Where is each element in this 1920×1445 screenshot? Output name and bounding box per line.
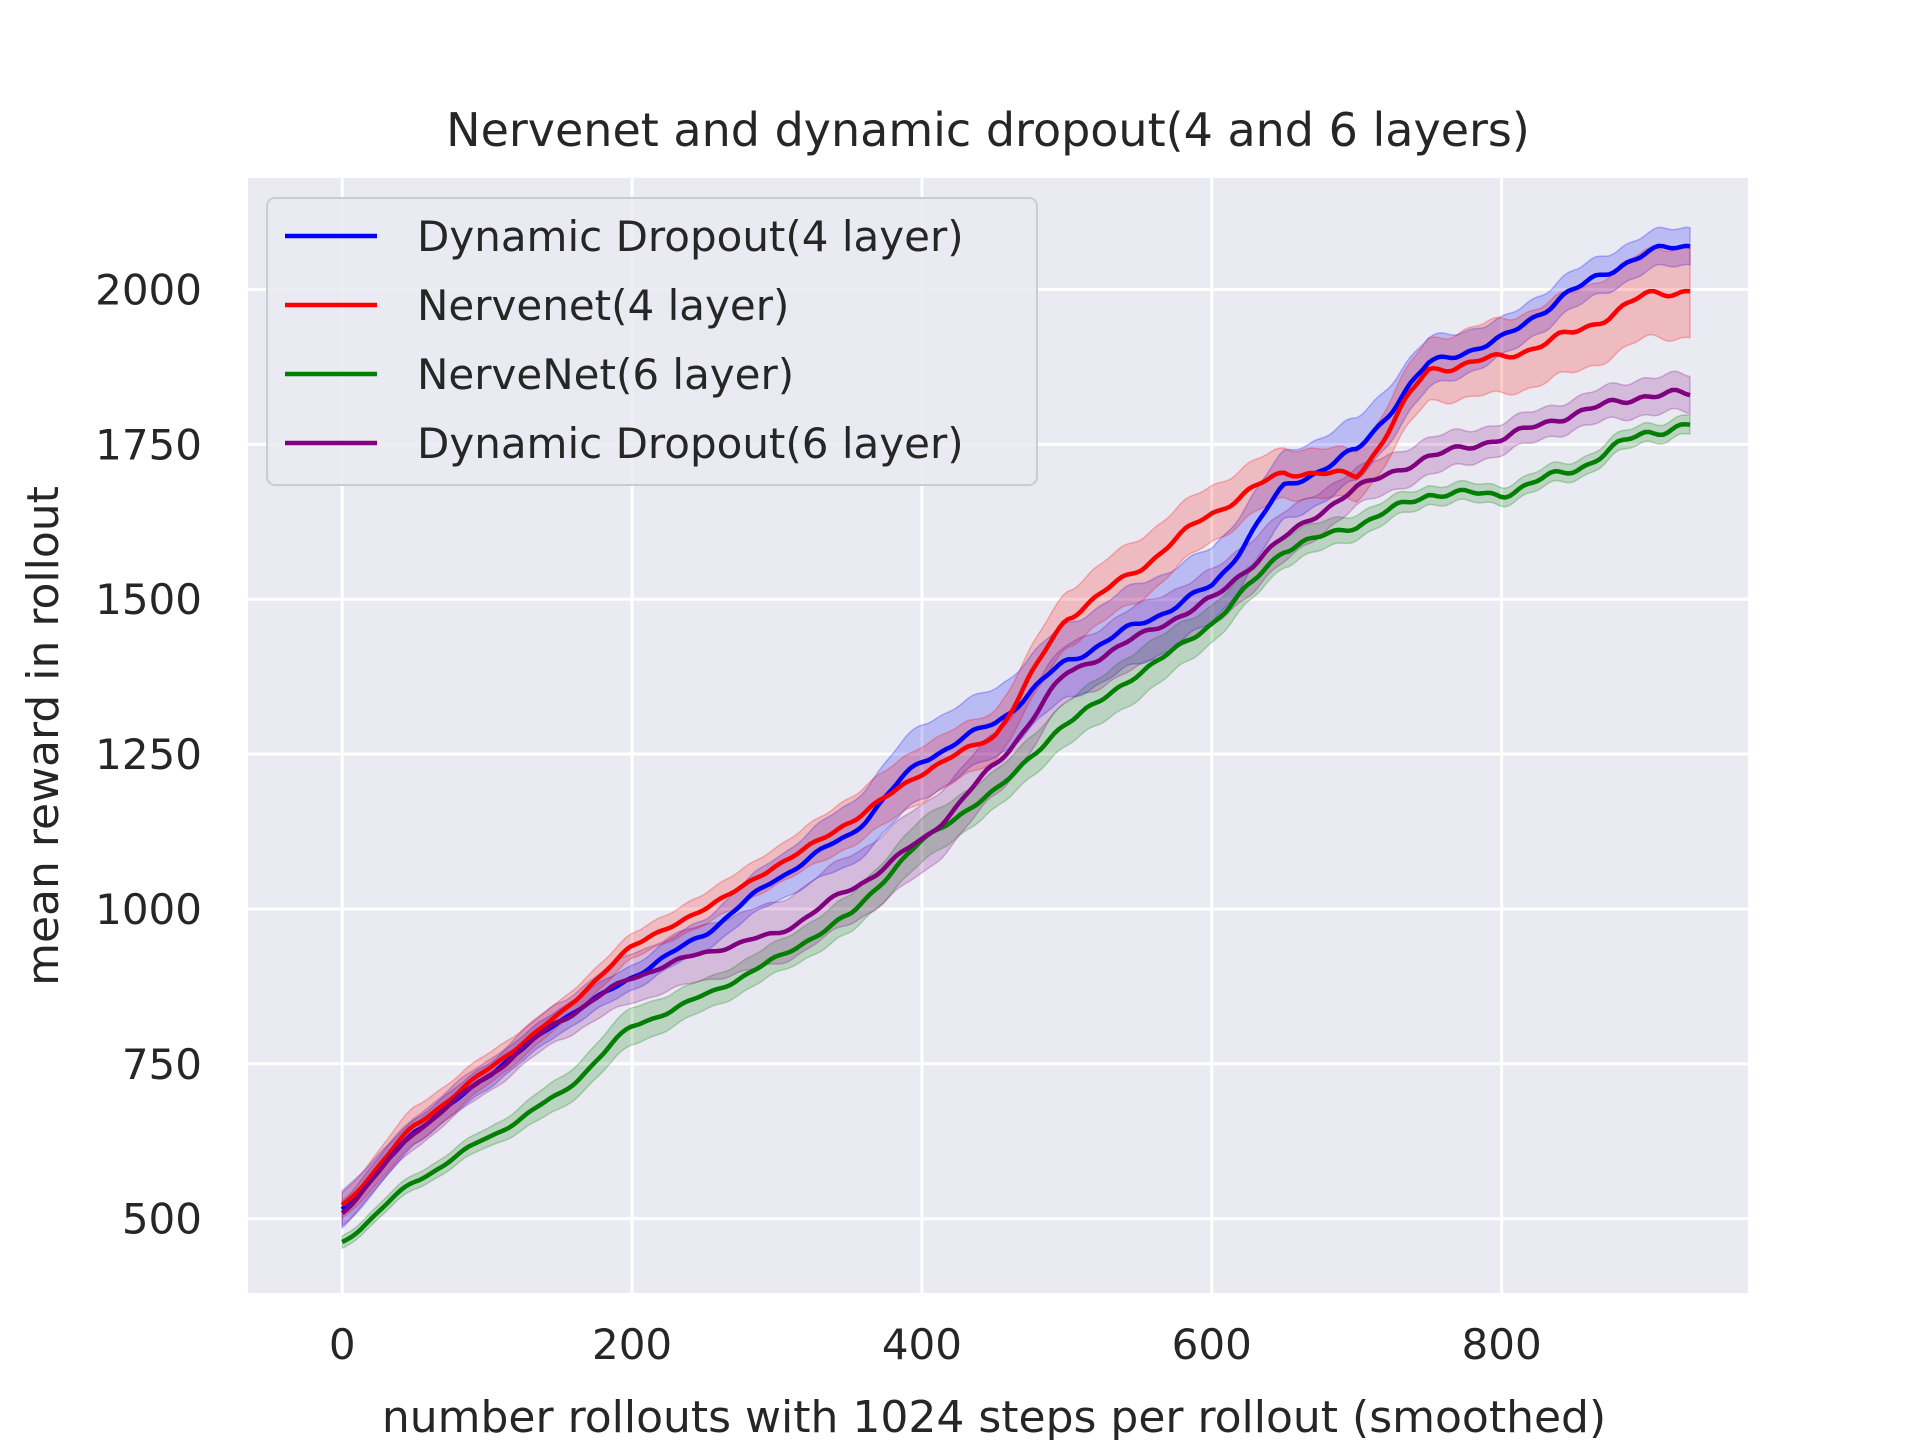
- y-tick-label: 500: [122, 1195, 202, 1244]
- x-tick-label: 800: [1462, 1320, 1542, 1369]
- legend-label: Nervenet(4 layer): [417, 281, 789, 330]
- y-axis-label: mean reward in rollout: [18, 486, 69, 986]
- x-tick-label: 400: [882, 1320, 962, 1369]
- legend-label: Dynamic Dropout(4 layer): [417, 212, 964, 261]
- legend-label: NerveNet(6 layer): [417, 350, 794, 399]
- band-2: [341, 414, 1691, 1250]
- chart-title: Nervenet and dynamic dropout(4 and 6 lay…: [446, 103, 1530, 157]
- y-tick-label: 750: [122, 1040, 202, 1089]
- y-tick-label: 2000: [95, 266, 202, 315]
- tick-labels: 0 200 400 600 800 500 750 1000 1250 1500 1750 2000: [95, 266, 1542, 1370]
- y-tick-label: 1250: [95, 730, 202, 779]
- series-line-2: [341, 422, 1691, 1245]
- band-3: [341, 370, 1691, 1228]
- x-tick-label: 0: [329, 1320, 356, 1369]
- x-axis-label: number rollouts with 1024 steps per roll…: [382, 1392, 1606, 1440]
- series-lines: [340, 243, 1691, 1245]
- y-tick-label: 1000: [95, 885, 202, 934]
- legend-label: Dynamic Dropout(6 layer): [417, 419, 964, 468]
- y-tick-label: 1750: [95, 420, 202, 469]
- series-line-3: [340, 387, 1691, 1215]
- legend: Dynamic Dropout(4 layer) Nervenet(4 layer…: [266, 197, 1038, 486]
- x-tick-label: 200: [592, 1320, 672, 1369]
- legend-box: [266, 197, 1038, 486]
- y-tick-label: 1500: [95, 575, 202, 624]
- series-line-1: [340, 288, 1691, 1207]
- x-tick-label: 600: [1172, 1320, 1252, 1369]
